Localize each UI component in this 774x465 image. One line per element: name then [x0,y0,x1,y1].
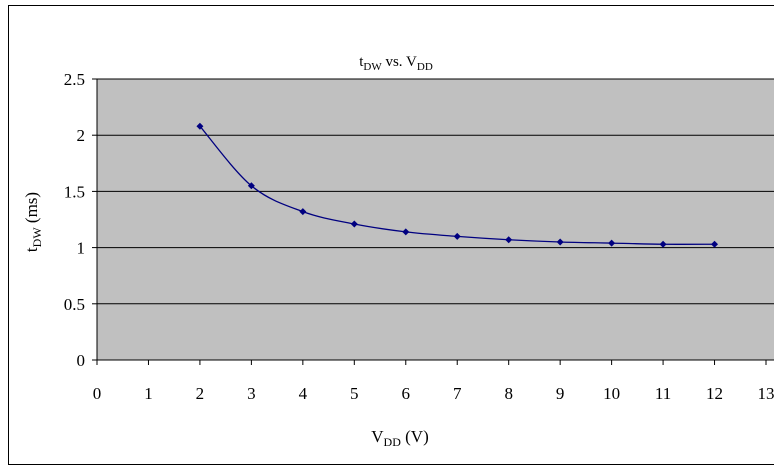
x-tick-label: 7 [453,384,462,403]
ylabel-sub: DW [30,227,44,248]
plot-area [97,79,774,360]
y-tick-labels: 0 0.5 1 1.5 2 2.5 [64,70,85,370]
y-tick-label: 2.5 [64,70,85,89]
x-tick-label: 12 [706,384,723,403]
y-tick-label: 1.5 [64,182,85,201]
x-tick-label: 2 [196,384,205,403]
x-tick-label: 8 [504,384,513,403]
x-tick-label: 1 [144,384,153,403]
ylabel-rest: (ms) [22,192,41,227]
y-tick-label: 0 [77,351,86,370]
y-tick-label: 1 [77,239,86,258]
x-tick-label: 0 [93,384,102,403]
x-tick-label: 3 [247,384,256,403]
title-sub: DW [363,61,382,73]
xlabel-rest: (V) [401,427,429,446]
x-tick-label: 9 [556,384,565,403]
y-axis-label: tDW (ms) [22,192,44,252]
x-tick-label: 10 [603,384,620,403]
chart-title: tDW vs. VDD [359,54,433,73]
x-tick-label: 13 [758,384,774,403]
y-tick-label: 2 [77,126,86,145]
title-sub2: DD [417,61,433,73]
y-tick-label: 0.5 [64,295,85,314]
x-tick-label: 5 [350,384,359,403]
x-tick-label: 11 [655,384,671,403]
x-tick-label: 4 [299,384,308,403]
xlabel-sub: DD [384,435,402,449]
x-axis-label: VDD (V) [371,427,428,449]
xlabel-base: V [371,427,384,446]
title-mid: vs. V [382,54,417,70]
x-tick-label: 6 [402,384,411,403]
